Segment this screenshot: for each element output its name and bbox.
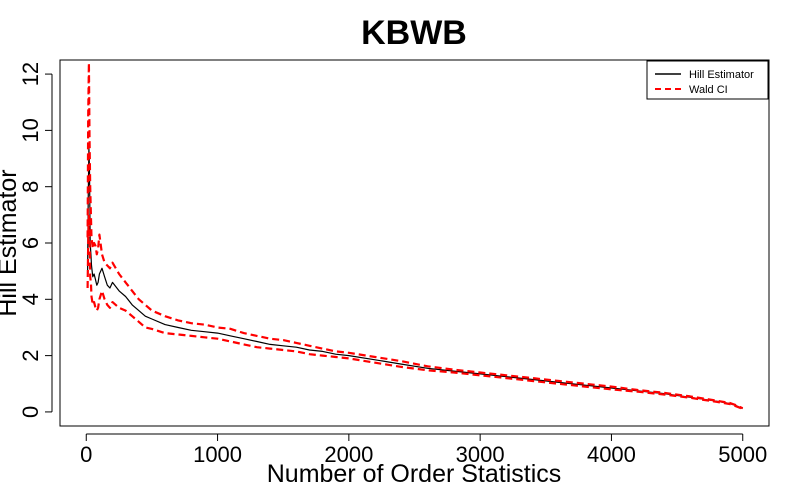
series-wald-ci-lower xyxy=(86,213,744,410)
y-tick-label: 0 xyxy=(18,406,43,418)
series-layer xyxy=(86,61,744,410)
series-wald-ci-upper xyxy=(86,61,744,410)
legend-label-hill: Hill Estimator xyxy=(689,69,754,81)
x-axis: 0 1000 2000 3000 4000 5000 xyxy=(80,433,767,467)
y-tick-label: 10 xyxy=(18,118,43,142)
y-axis: 0 2 4 6 8 10 12 xyxy=(18,62,53,418)
x-tick-label: 0 xyxy=(80,442,92,467)
x-tick-label: 1000 xyxy=(193,442,242,467)
y-tick-label: 4 xyxy=(18,293,43,305)
series-hill-estimator xyxy=(87,146,743,410)
y-tick-label: 2 xyxy=(18,349,43,361)
chart-title: KBWB xyxy=(361,14,467,52)
legend-box xyxy=(646,60,769,100)
x-tick-label: 5000 xyxy=(718,442,767,467)
legend-label-wald: Wald CI xyxy=(689,84,728,96)
legend: Hill Estimator Wald CI xyxy=(646,60,769,100)
y-tick-label: 6 xyxy=(18,237,43,249)
y-tick-label: 12 xyxy=(18,62,43,86)
y-axis-label: Hill Estimator xyxy=(0,169,22,316)
x-axis-label: Number of Order Statistics xyxy=(267,460,562,488)
x-tick-label: 4000 xyxy=(587,442,636,467)
y-tick-label: 8 xyxy=(18,181,43,193)
x-tick-label: 2000 xyxy=(324,442,373,467)
plot-frame xyxy=(59,59,770,427)
x-tick-label: 3000 xyxy=(456,442,505,467)
